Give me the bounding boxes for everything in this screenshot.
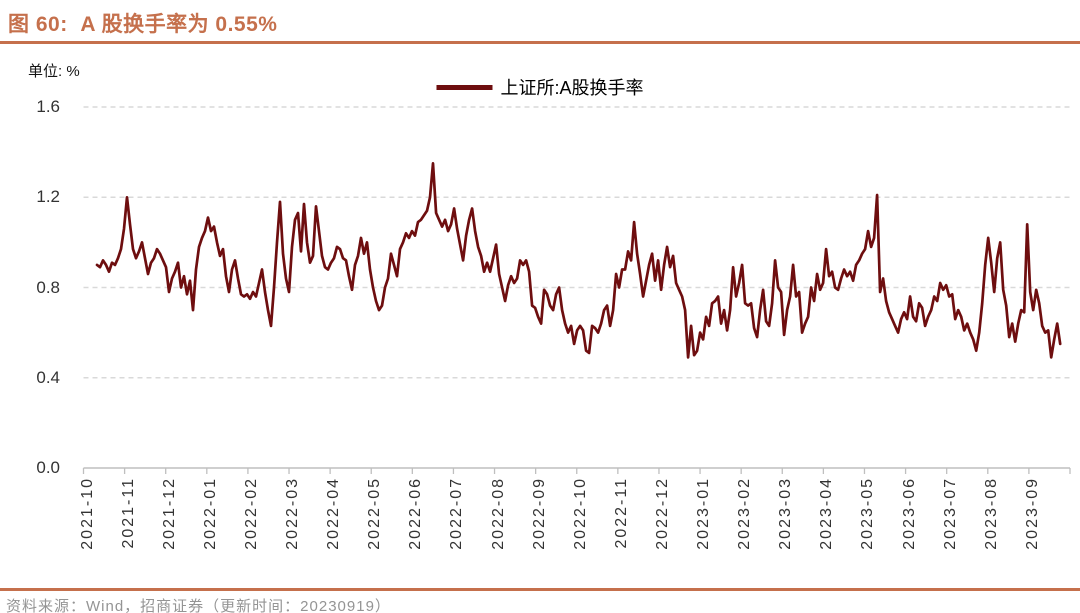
y-axis-label: 1.6 [36, 97, 60, 116]
x-axis-label: 2023-09 [1023, 477, 1041, 550]
y-axis-label: 1.2 [36, 187, 60, 207]
x-axis-label: 2023-05 [859, 477, 877, 550]
y-axis-label: 0.8 [36, 277, 60, 297]
source-note: 资料来源：Wind，招商证券（更新时间：20230919） [6, 598, 391, 613]
x-axis-label: 2022-04 [325, 477, 343, 550]
x-axis-label: 2022-12 [653, 477, 671, 550]
y-axis-unit-label: 单位: % [28, 63, 80, 80]
x-axis-label: 2021-10 [78, 477, 96, 550]
footer-rule [0, 588, 1080, 591]
x-axis-label: 2023-03 [777, 477, 795, 550]
turnover-rate-line [95, 162, 1062, 359]
x-axis-label: 2023-06 [900, 477, 918, 550]
x-axis-label: 2022-05 [366, 477, 384, 550]
y-axis-label: 0.4 [36, 367, 60, 387]
x-axis-label: 2023-01 [695, 477, 713, 550]
legend-series-label: 上证所:A股换手率 [500, 78, 644, 98]
y-axis-label: 0.0 [36, 458, 60, 477]
x-axis-label: 2022-10 [571, 477, 589, 550]
x-axis-label: 2022-01 [201, 477, 219, 550]
legend: 上证所:A股换手率 [436, 74, 644, 100]
x-axis-label: 2021-11 [119, 477, 137, 549]
figure-title: 图 60: A 股换手率为 0.55% [8, 13, 278, 36]
legend-line-swatch [436, 84, 493, 90]
x-axis-label: 2023-07 [941, 477, 959, 550]
x-axis-label: 2022-03 [284, 477, 302, 550]
title-underline [0, 41, 1080, 44]
x-axis-label: 2023-08 [982, 477, 1000, 550]
x-axis-label: 2022-09 [530, 477, 548, 550]
x-axis-label: 2021-12 [160, 477, 178, 550]
x-axis-label: 2023-02 [736, 477, 754, 550]
x-axis-label: 2022-11 [612, 477, 630, 549]
x-axis-label: 2022-07 [448, 477, 466, 550]
x-axis-label: 2022-08 [489, 477, 507, 550]
x-axis-label: 2023-04 [818, 477, 836, 550]
x-axis-label: 2022-06 [407, 477, 425, 550]
x-axis-label: 2022-02 [242, 477, 260, 550]
